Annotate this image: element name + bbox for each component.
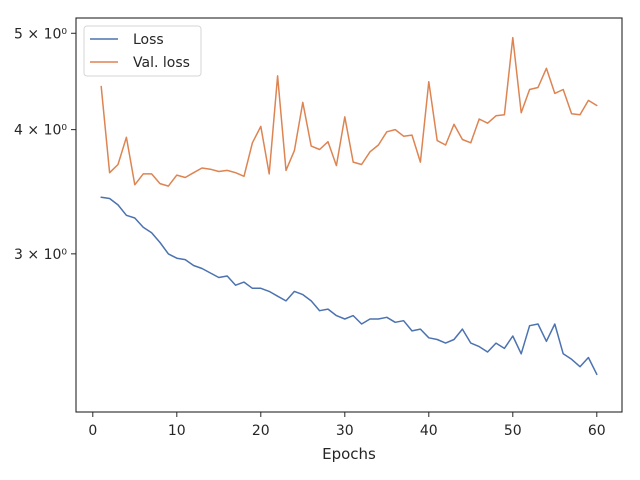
x-tick-label: 10 <box>168 423 186 439</box>
y-tick-label: 3 × 10⁰ <box>14 247 67 263</box>
legend-label-val-loss: Val. loss <box>133 55 190 71</box>
series-line-loss <box>100 196 598 376</box>
legend-label-loss: Loss <box>133 32 164 48</box>
x-tick-label: 30 <box>336 423 354 439</box>
axes-frame <box>75 17 623 413</box>
x-tick-label: 50 <box>504 423 522 439</box>
x-axis-title: Epochs <box>322 445 376 463</box>
series-line-val-loss <box>100 36 598 187</box>
y-tick-label: 4 × 10⁰ <box>14 123 67 139</box>
x-tick-label: 40 <box>420 423 438 439</box>
legend: Loss Val. loss <box>83 25 202 77</box>
plot-area <box>100 36 598 376</box>
y-tick-label: 5 × 10⁰ <box>14 26 67 42</box>
x-tick-label: 60 <box>588 423 606 439</box>
x-tick-label: 20 <box>252 423 270 439</box>
axes: 0 10 20 30 40 50 60 3 × 10⁰ 4 × 10⁰ 5 × 10⁰ <box>14 17 623 439</box>
x-tick-label: 0 <box>88 423 97 439</box>
